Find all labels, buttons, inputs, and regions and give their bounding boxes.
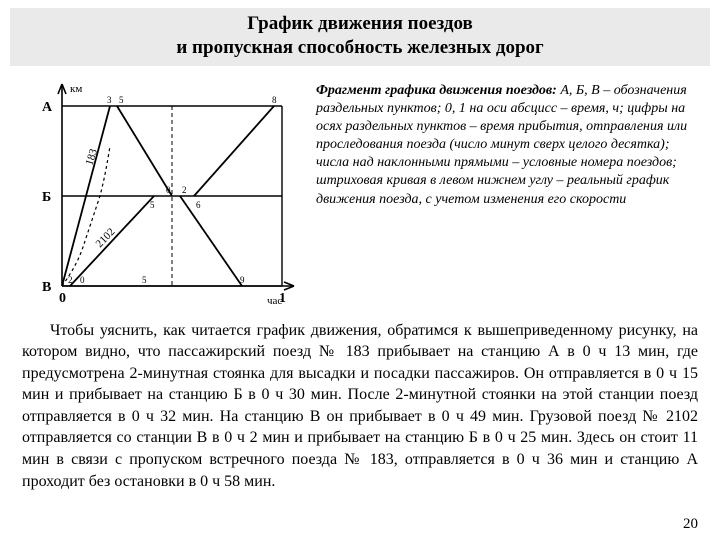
page: График движения поездов и пропускная спо… — [0, 0, 720, 540]
svg-text:5: 5 — [142, 275, 147, 285]
svg-text:Б: Б — [42, 190, 51, 205]
caption-lead: Фрагмент графика движения поездов: — [316, 83, 557, 98]
svg-text:8: 8 — [272, 95, 277, 105]
svg-text:км: км — [70, 83, 82, 95]
figure-caption: Фрагмент графика движения поездов: А, Б,… — [316, 76, 698, 209]
title-band: График движения поездов и пропускная спо… — [10, 8, 710, 66]
page-title: График движения поездов и пропускная спо… — [22, 12, 698, 60]
body-text-content: Чтобы уяснить, как читается график движе… — [22, 322, 698, 490]
title-line-1: График движения поездов — [247, 13, 473, 34]
svg-text:9: 9 — [240, 275, 245, 285]
title-line-2: и пропускная способность железных дорог — [176, 37, 543, 58]
svg-text:час: час — [267, 295, 282, 306]
train-graph: АБВкм01час358025620951832102 — [22, 76, 302, 306]
svg-text:2: 2 — [68, 275, 73, 285]
svg-text:3: 3 — [107, 95, 112, 105]
svg-text:6: 6 — [196, 200, 201, 210]
svg-text:5: 5 — [119, 95, 124, 105]
svg-text:В: В — [42, 280, 51, 295]
svg-text:0: 0 — [80, 275, 85, 285]
svg-text:0: 0 — [59, 291, 66, 306]
graph-svg: АБВкм01час358025620951832102 — [22, 76, 302, 306]
svg-text:5: 5 — [150, 200, 155, 210]
page-number: 20 — [683, 514, 698, 534]
svg-text:0: 0 — [166, 185, 171, 195]
figure-row: АБВкм01час358025620951832102 Фрагмент гр… — [22, 76, 698, 306]
body-paragraph: Чтобы уяснить, как читается график движе… — [22, 320, 698, 493]
caption-body: А, Б, В – обозначения раздельных пунктов… — [316, 83, 687, 207]
svg-text:А: А — [42, 100, 53, 115]
svg-text:2: 2 — [182, 185, 187, 195]
